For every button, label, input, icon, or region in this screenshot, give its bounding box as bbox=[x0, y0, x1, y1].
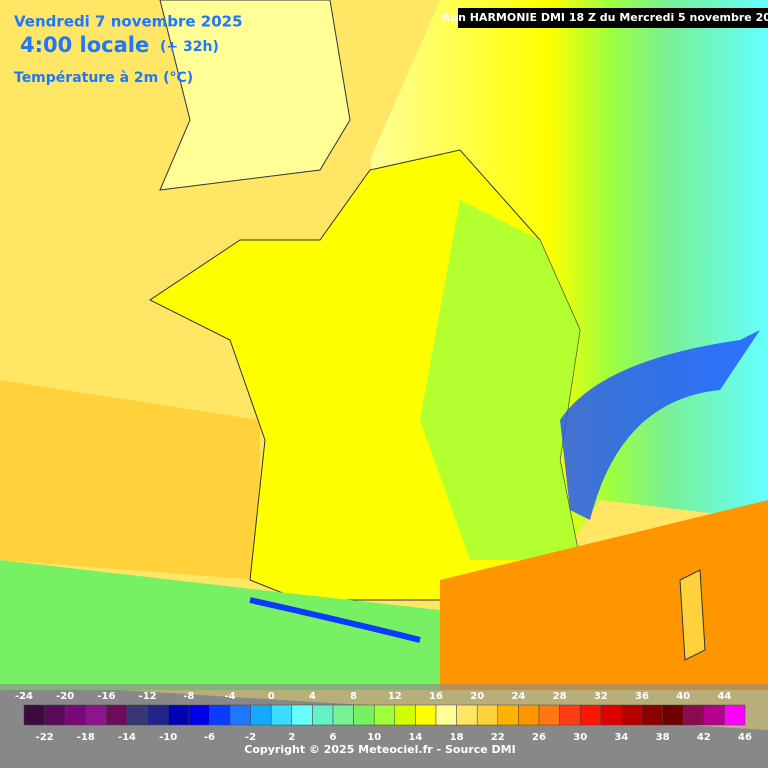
legend-label: 34 bbox=[614, 732, 628, 743]
legend-label: -4 bbox=[224, 691, 235, 702]
legend-label: -16 bbox=[97, 691, 115, 702]
legend-cell bbox=[353, 704, 375, 726]
date: Vendredi 7 novembre 2025 bbox=[14, 13, 243, 31]
legend-cell bbox=[497, 704, 519, 726]
legend-label: -22 bbox=[36, 732, 54, 743]
legend-cell bbox=[703, 704, 725, 726]
legend-label: 18 bbox=[450, 732, 464, 743]
legend-cell bbox=[64, 704, 87, 726]
time: 4:00 locale bbox=[20, 33, 149, 57]
legend-label: 38 bbox=[656, 732, 670, 743]
legend-cell bbox=[538, 704, 560, 726]
run-label: Run HARMONIE DMI 18 Z du Mercredi 5 nove… bbox=[442, 11, 768, 24]
legend-label: 30 bbox=[573, 732, 587, 743]
legend-cell bbox=[682, 704, 705, 726]
legend-cell bbox=[312, 704, 334, 726]
variable: Température à 2m (°C) bbox=[14, 70, 193, 86]
legend-cell bbox=[435, 704, 457, 726]
legend-label: 10 bbox=[367, 732, 381, 743]
legend-label: 14 bbox=[408, 732, 422, 743]
spain bbox=[0, 560, 440, 690]
legend-label: -24 bbox=[15, 691, 33, 702]
legend-label: 36 bbox=[635, 691, 649, 702]
legend-label: 28 bbox=[553, 691, 567, 702]
legend-label: 26 bbox=[532, 732, 546, 743]
legend-cell bbox=[229, 704, 251, 726]
legend-cell bbox=[167, 704, 190, 726]
legend-cell bbox=[188, 704, 210, 726]
britain bbox=[159, 0, 351, 191]
legend-cell bbox=[579, 704, 602, 726]
legend-cell bbox=[250, 704, 272, 726]
legend-cell bbox=[415, 704, 437, 726]
legend-cell bbox=[662, 704, 684, 726]
legend-cell bbox=[332, 704, 354, 726]
legend-label: -2 bbox=[245, 732, 256, 743]
legend-label: 42 bbox=[697, 732, 711, 743]
copyright: Copyright © 2025 Meteociel.fr - Source D… bbox=[244, 743, 515, 756]
legend-label: 0 bbox=[268, 691, 275, 702]
run-box bbox=[458, 8, 768, 28]
ocean-warm bbox=[0, 380, 260, 580]
legend-cell bbox=[147, 704, 169, 726]
legend-cell bbox=[621, 704, 643, 726]
legend-label: -14 bbox=[118, 732, 136, 743]
land-green bbox=[420, 200, 580, 560]
legend-label: 4 bbox=[309, 691, 316, 702]
legend-cell bbox=[394, 704, 416, 726]
legend-cell bbox=[518, 704, 540, 726]
legend-cell bbox=[23, 704, 45, 726]
legend-label: -10 bbox=[159, 732, 177, 743]
legend-label: 2 bbox=[288, 732, 295, 743]
legend-label: 24 bbox=[511, 691, 525, 702]
offset: (+ 32h) bbox=[160, 39, 219, 55]
legend-cell bbox=[85, 704, 107, 726]
legend-label: -12 bbox=[139, 691, 157, 702]
legend-cell bbox=[559, 704, 581, 726]
legend-cell bbox=[476, 704, 499, 726]
legend-label: 32 bbox=[594, 691, 608, 702]
legend-cell bbox=[270, 704, 293, 726]
legend-cell bbox=[373, 704, 396, 726]
legend-label: 8 bbox=[350, 691, 357, 702]
legend-cell bbox=[641, 704, 663, 726]
legend-cell bbox=[44, 704, 66, 726]
legend-label: -8 bbox=[183, 691, 194, 702]
legend-label: 16 bbox=[429, 691, 443, 702]
legend-label: -6 bbox=[204, 732, 215, 743]
legend-cell bbox=[209, 704, 231, 726]
legend-label: -18 bbox=[77, 732, 95, 743]
legend-label: 46 bbox=[738, 732, 752, 743]
corsica bbox=[679, 569, 706, 661]
legend-label: 20 bbox=[470, 691, 484, 702]
legend-label: 40 bbox=[676, 691, 690, 702]
legend-label: 22 bbox=[491, 732, 505, 743]
legend-cell bbox=[724, 704, 746, 726]
legend-label: 12 bbox=[388, 691, 402, 702]
legend-label: -20 bbox=[56, 691, 74, 702]
legend-cell bbox=[600, 704, 622, 726]
alps bbox=[560, 330, 760, 520]
legend-cell bbox=[126, 704, 148, 726]
legend-cell bbox=[106, 704, 128, 726]
legend-label: 44 bbox=[717, 691, 731, 702]
legend-label: 6 bbox=[330, 732, 337, 743]
legend-band bbox=[0, 684, 768, 768]
legend-cell bbox=[456, 704, 478, 726]
legend-cell bbox=[291, 704, 313, 726]
pyrenees bbox=[249, 597, 421, 643]
